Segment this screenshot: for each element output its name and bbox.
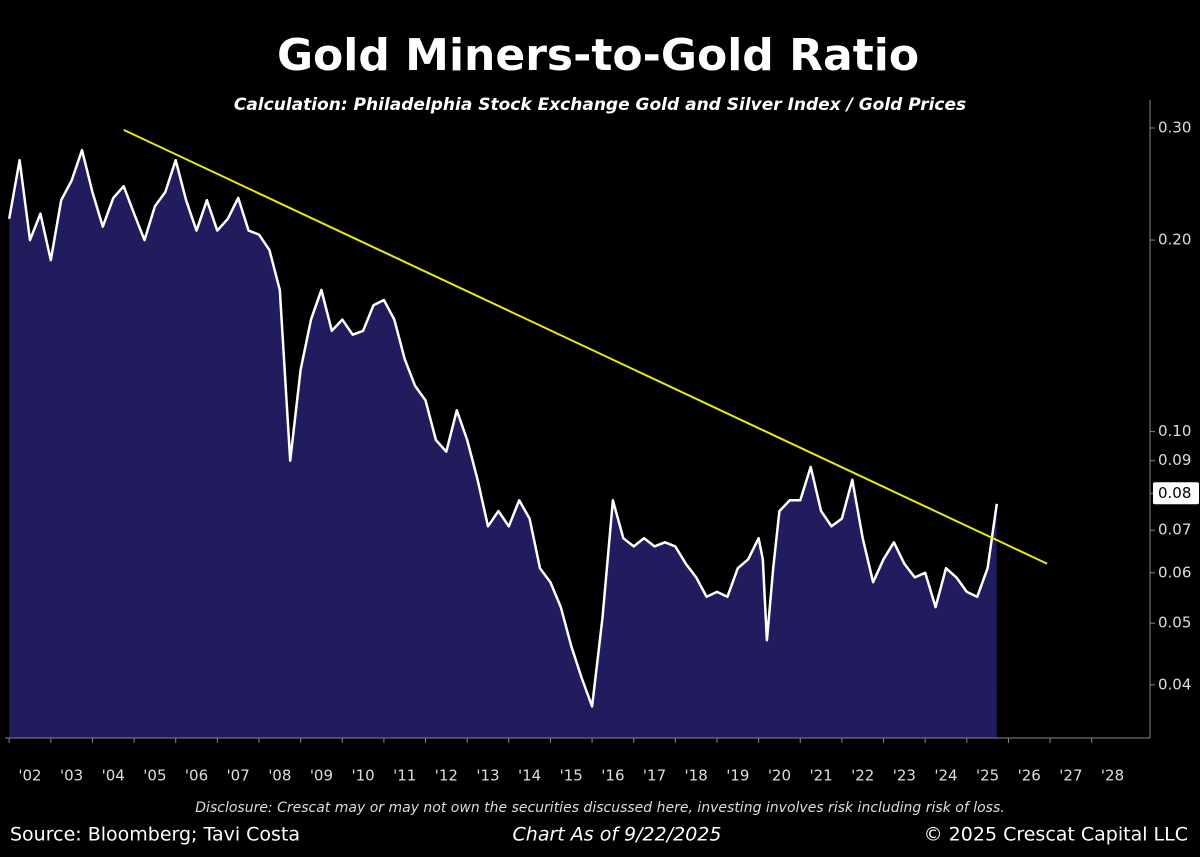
y-tick-label: 0.06 <box>1158 563 1191 581</box>
x-tick-label: '06 <box>185 767 208 785</box>
copyright: © 2025 Crescat Capital LLC <box>924 824 1188 846</box>
x-tick-label: '17 <box>643 767 666 785</box>
x-tick-label: '18 <box>685 767 708 785</box>
y-tick-label: 0.09 <box>1158 451 1191 469</box>
y-tick-label: 0.30 <box>1158 119 1191 137</box>
x-tick-label: '07 <box>227 767 250 785</box>
last-value-box <box>1153 482 1199 505</box>
x-tick-label: '20 <box>768 767 791 785</box>
x-tick-label: '28 <box>1101 767 1124 785</box>
x-tick-label: '23 <box>893 767 916 785</box>
x-tick-label: '12 <box>435 767 458 785</box>
x-tick-label: '05 <box>143 767 166 785</box>
x-tick-label: '09 <box>310 767 333 785</box>
x-tick-label: '26 <box>1018 767 1041 785</box>
x-tick-label: '25 <box>976 767 999 785</box>
x-tick-label: '11 <box>393 767 416 785</box>
line <box>7 148 999 708</box>
y-tick-label: 0.08 <box>1158 484 1191 502</box>
x-tick-label: '14 <box>518 767 541 785</box>
x-tick-label: '19 <box>726 767 749 785</box>
as-of: Chart As of 9/22/2025 <box>513 824 722 846</box>
y-tick-label: 0.04 <box>1158 675 1191 693</box>
x-tick-label: '15 <box>560 767 583 785</box>
trendline <box>123 128 1048 565</box>
x-tick-label: '03 <box>60 767 83 785</box>
x-tick-label: '10 <box>351 767 374 785</box>
x-tick-label: '21 <box>809 767 832 785</box>
x-tick-label: '16 <box>601 767 624 785</box>
y-tick-label: 0.10 <box>1158 422 1191 440</box>
area <box>9 150 997 739</box>
y-tick-label: 0.05 <box>1158 614 1191 632</box>
disclosure: Disclosure: Crescat may or may not own t… <box>195 800 1004 816</box>
x-tick-label: '22 <box>851 767 874 785</box>
source: Source: Bloomberg; Tavi Costa <box>10 824 300 846</box>
chart-subtitle: Calculation: Philadelphia Stock Exchange… <box>234 95 966 115</box>
x-tick-label: '02 <box>18 767 41 785</box>
x-tick-label: '24 <box>934 767 957 785</box>
x-tick-label: '04 <box>102 767 125 785</box>
x-tick-label: '13 <box>476 767 499 785</box>
x-tick-label: '27 <box>1059 767 1082 785</box>
y-tick-label: 0.07 <box>1158 521 1191 539</box>
y-tick-label: 0.20 <box>1158 231 1191 249</box>
chart-title: Gold Miners-to-Gold Ratio <box>277 30 919 81</box>
x-tick-label: '08 <box>268 767 291 785</box>
